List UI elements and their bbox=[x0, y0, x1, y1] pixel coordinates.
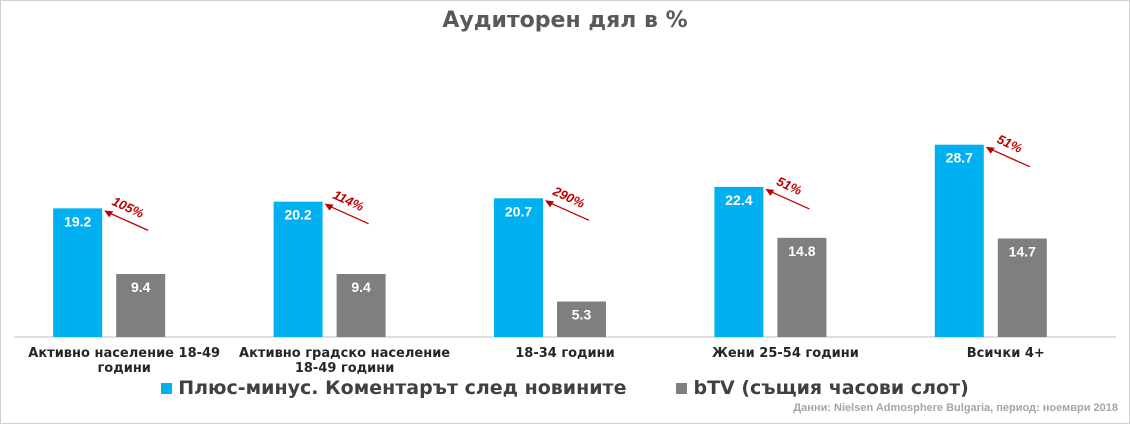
growth-arrow-line-3 bbox=[550, 202, 590, 221]
data-label-series-1-3: 20.7 bbox=[505, 203, 532, 219]
growth-arrow-line-1 bbox=[109, 212, 149, 231]
data-label-series-1-5: 28.7 bbox=[946, 150, 973, 166]
legend-swatch-series-2 bbox=[676, 382, 688, 394]
legend-label-series-1: Плюс-минус. Коментарът след новините bbox=[178, 377, 627, 399]
growth-arrow-head-3 bbox=[545, 200, 554, 208]
category-label-1: Активно население 18-49 години bbox=[28, 346, 220, 376]
growth-label-2: 114% bbox=[331, 187, 367, 214]
legend: Плюс-минус. Коментарът след новините bTV… bbox=[0, 377, 1130, 399]
category-label-3: 18-34 години bbox=[515, 346, 615, 361]
bar-series-2-3 bbox=[557, 301, 606, 337]
data-label-series-2-3: 5.3 bbox=[572, 306, 592, 322]
growth-label-3: 290% bbox=[550, 183, 588, 211]
growth-arrow-head-1 bbox=[104, 210, 114, 218]
growth-arrow-line-5 bbox=[991, 149, 1031, 168]
bar-series-2-5 bbox=[997, 238, 1047, 337]
category-label-4: Жени 25-54 години bbox=[712, 346, 859, 361]
data-label-series-1-1: 19.2 bbox=[64, 213, 91, 229]
legend-swatch-series-1 bbox=[161, 382, 173, 394]
growth-arrow-head-5 bbox=[985, 146, 995, 154]
legend-item-series-2: bTV (същия часови слот) bbox=[676, 377, 969, 399]
bar-series-1-1 bbox=[53, 208, 103, 337]
chart-title: Аудиторен дял в % bbox=[442, 8, 688, 33]
bar-series-1-2 bbox=[273, 201, 323, 337]
category-label-5: Всички 4+ bbox=[967, 346, 1045, 361]
category-label-2: Активно градско население 18-49 години bbox=[239, 346, 450, 376]
source-note: Данни: Nielsen Admosphere Bulgaria, пери… bbox=[793, 402, 1118, 414]
growth-arrow-line-2 bbox=[330, 206, 369, 225]
data-label-series-2-5: 14.7 bbox=[1009, 244, 1036, 260]
bar-series-2-1 bbox=[116, 274, 166, 337]
bar-series-1-4 bbox=[714, 186, 764, 337]
bar-series-2-4 bbox=[777, 237, 827, 337]
growth-arrow-line-4 bbox=[771, 191, 810, 210]
data-label-series-2-1: 9.4 bbox=[131, 279, 151, 295]
bar-series-1-3 bbox=[494, 198, 543, 337]
data-label-series-1-4: 22.4 bbox=[725, 192, 752, 208]
bar-series-2-2 bbox=[336, 274, 386, 337]
data-label-series-2-4: 14.8 bbox=[788, 243, 815, 259]
bar-series-1-5 bbox=[934, 144, 984, 337]
legend-item-series-1: Плюс-минус. Коментарът след новините bbox=[161, 377, 626, 399]
growth-arrow-head-2 bbox=[324, 203, 334, 211]
growth-arrow-head-4 bbox=[765, 188, 775, 196]
legend-label-series-2: bTV (същия часови слот) bbox=[693, 377, 969, 399]
data-label-series-1-2: 20.2 bbox=[284, 207, 311, 223]
data-label-series-2-2: 9.4 bbox=[351, 279, 371, 295]
growth-label-1: 105% bbox=[110, 193, 147, 221]
